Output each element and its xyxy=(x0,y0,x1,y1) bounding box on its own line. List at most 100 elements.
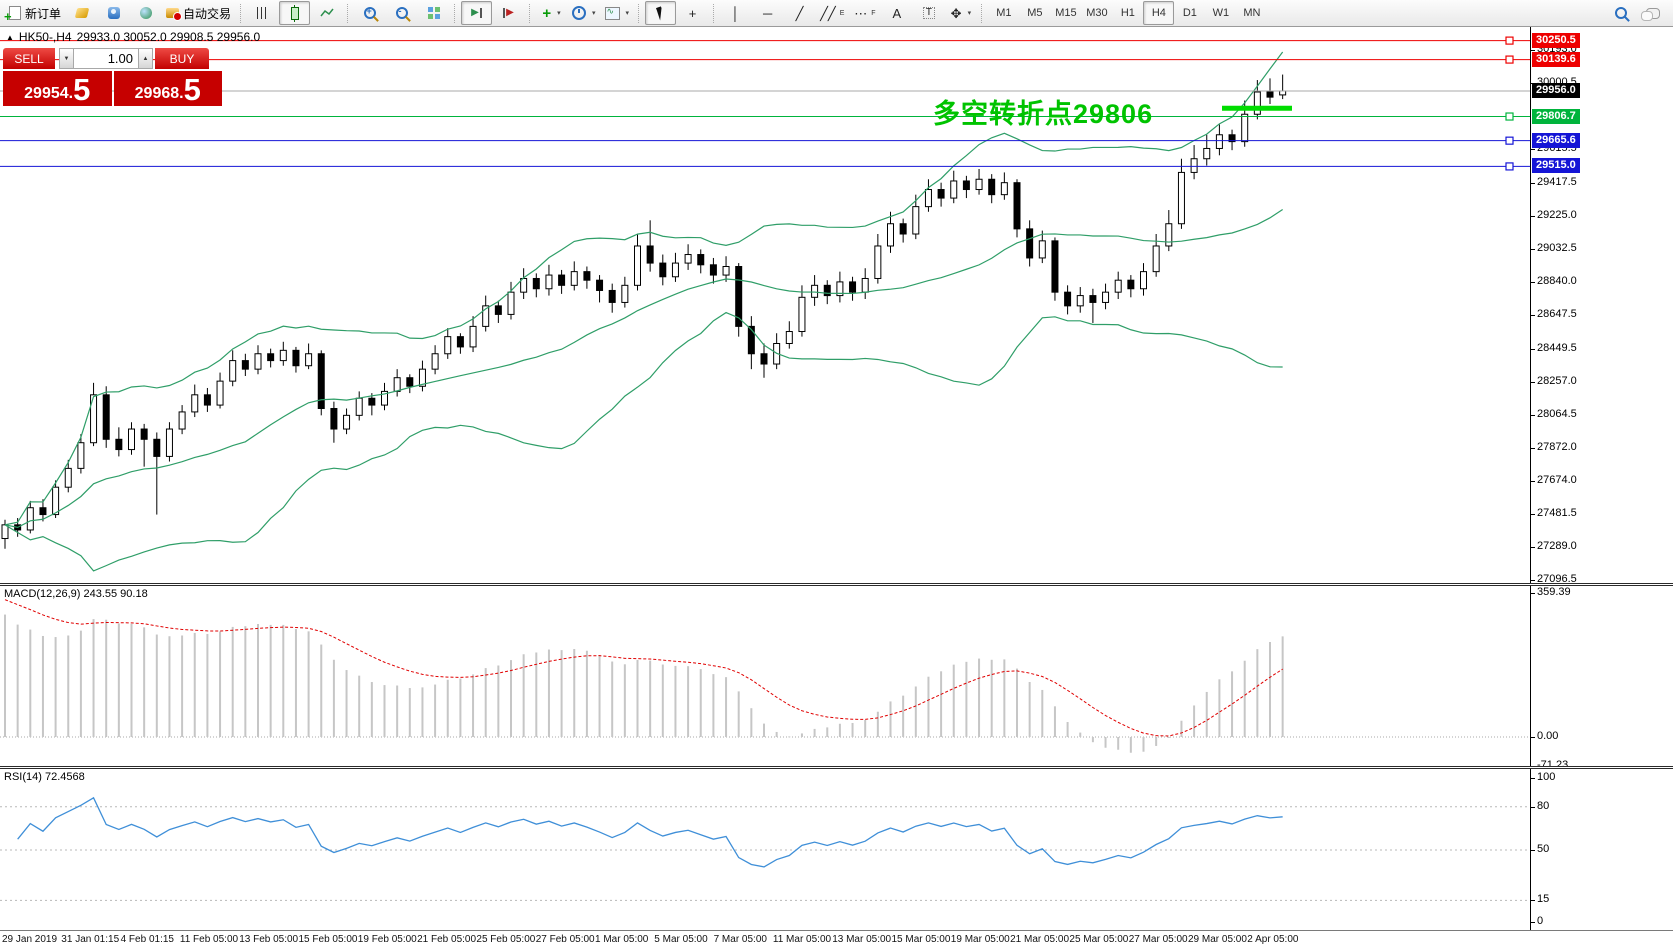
cursor-button[interactable] xyxy=(645,1,677,25)
macd-pane[interactable] xyxy=(0,586,1530,766)
indicators-button[interactable]: + ▾ xyxy=(536,1,567,25)
timeframe-m5[interactable]: M5 xyxy=(1027,7,1043,19)
time-axis-label: 25 Feb 05:00 xyxy=(476,934,536,945)
auto-trading-button[interactable]: 自动交易 xyxy=(162,1,235,25)
profile-button[interactable] xyxy=(66,1,97,25)
buy-price-display[interactable]: 29968. 5 xyxy=(113,71,222,106)
chat-button[interactable] xyxy=(1637,1,1668,25)
volume-decrease-button[interactable]: ▼ xyxy=(59,48,74,69)
community-icon xyxy=(107,7,120,19)
timeframe-d1[interactable]: D1 xyxy=(1182,7,1197,19)
zoom-in-icon: + xyxy=(363,7,376,19)
channel-sub-label: E xyxy=(839,9,845,17)
rsi-axis-label: 0 xyxy=(1530,915,1544,927)
timeframe-w1[interactable]: W1 xyxy=(1212,7,1230,19)
trendline-button[interactable]: ╱ xyxy=(784,1,815,25)
time-axis: 29 Jan 2019 31 Jan 01:15 4 Feb 01:15 11 Feb… xyxy=(0,930,1673,947)
channel-icon: ╱╱ xyxy=(820,5,836,21)
macd-axis-label: 0.00 xyxy=(1530,730,1559,742)
timeframe-h4[interactable]: H4 xyxy=(1143,1,1175,25)
metaquotes-button[interactable] xyxy=(130,1,161,25)
price-tick-label: 28840.0 xyxy=(1531,274,1577,287)
chart-collapse-icon[interactable]: ▲ xyxy=(6,32,14,42)
new-order-label: 新订单 xyxy=(25,6,62,21)
rsi-label: RSI(14) 72.4568 xyxy=(4,771,85,783)
bar-chart-button[interactable] xyxy=(247,1,278,25)
vertical-line-button[interactable]: │ xyxy=(720,1,751,25)
price-tick-label: 28647.5 xyxy=(1531,307,1577,320)
price-chart-pane[interactable] xyxy=(0,27,1530,584)
tile-windows-button[interactable] xyxy=(418,1,449,25)
label-tool-button[interactable]: T xyxy=(913,1,944,25)
timeframe-h1[interactable]: H1 xyxy=(1120,7,1135,19)
fibonacci-icon: ⋯ xyxy=(854,5,868,21)
buy-button[interactable]: BUY xyxy=(155,48,209,69)
cursor-icon xyxy=(656,6,665,20)
text-tool-icon: A xyxy=(892,5,902,21)
time-axis-label: 1 Mar 05:00 xyxy=(595,934,649,945)
time-axis-label: 19 Feb 05:00 xyxy=(357,934,417,945)
chevron-down-icon: ▾ xyxy=(557,10,561,17)
volume-input[interactable]: 1.00 xyxy=(74,48,138,69)
vertical-line-icon: │ xyxy=(731,5,740,21)
zoom-out-icon: - xyxy=(395,7,408,19)
chart-title: ▲ HK50-,H4 29933.0 30052.0 29908.5 29956… xyxy=(6,30,260,44)
price-tick-label: 27481.5 xyxy=(1531,507,1577,520)
chart-shift-button[interactable]: ▶ xyxy=(493,1,524,25)
zoom-out-button[interactable]: - xyxy=(386,1,417,25)
timeframe-mn[interactable]: MN xyxy=(1243,7,1261,19)
tile-windows-icon xyxy=(427,7,440,19)
macd-label: MACD(12,26,9) 243.55 90.18 xyxy=(4,588,148,600)
sell-price-display[interactable]: 29954. 5 xyxy=(3,71,112,106)
new-order-button[interactable]: 新订单 xyxy=(4,1,65,25)
sell-price-main: 29954. xyxy=(24,85,74,103)
rsi-axis-label: 80 xyxy=(1530,799,1550,812)
search-button[interactable] xyxy=(1605,1,1636,25)
toolbar: 新订单 自动交易 + - ▶ ▶ +▾ ▾ ▾ + │ ─ ╱ ╱╱E ⋯F A… xyxy=(0,0,1673,27)
time-axis-label: 21 Mar 05:00 xyxy=(1010,934,1070,945)
sell-price-big-digit: 5 xyxy=(73,72,91,108)
price-tick-label: 29032.5 xyxy=(1531,241,1577,254)
community-button[interactable] xyxy=(98,1,129,25)
bar-chart-icon xyxy=(257,7,269,19)
sell-button[interactable]: SELL xyxy=(3,48,55,69)
pane-separator[interactable] xyxy=(0,766,1673,769)
toolbar-separator xyxy=(454,3,456,23)
line-chart-button[interactable] xyxy=(311,1,342,25)
toolbar-separator xyxy=(240,3,242,23)
text-tool-button[interactable]: A xyxy=(881,1,912,25)
price-tick-label: 28449.5 xyxy=(1531,341,1577,354)
timeframe-group: M1 M5 M15 M30 H1 H4 D1 W1 MN xyxy=(988,1,1267,25)
toolbar-separator xyxy=(347,3,349,23)
zoom-in-button[interactable]: + xyxy=(354,1,385,25)
horizontal-line-button[interactable]: ─ xyxy=(752,1,783,25)
time-axis-label: 13 Mar 05:00 xyxy=(832,934,892,945)
periods-button[interactable]: ▾ xyxy=(568,1,600,25)
auto-scroll-button[interactable]: ▶ xyxy=(461,1,493,25)
crosshair-button[interactable]: + xyxy=(677,1,708,25)
chevron-down-icon: ▾ xyxy=(967,10,972,17)
toolbar-separator xyxy=(713,3,715,23)
timeframe-m30[interactable]: M30 xyxy=(1086,7,1108,19)
time-axis-label: 15 Feb 05:00 xyxy=(298,934,358,945)
time-axis-label: 2 Apr 05:00 xyxy=(1247,934,1299,945)
price-tick-label: 29225.0 xyxy=(1531,209,1577,222)
fibonacci-button[interactable]: ⋯ F xyxy=(849,1,880,25)
add-indicator-icon: + xyxy=(542,4,552,22)
annotation-text[interactable]: 多空转折点29806 xyxy=(933,99,1154,129)
search-icon xyxy=(1614,7,1627,19)
time-axis-label: 11 Mar 05:00 xyxy=(772,934,832,945)
volume-increase-button[interactable]: ▲ xyxy=(138,48,153,69)
templates-button[interactable]: ▾ xyxy=(601,1,634,25)
pane-separator[interactable] xyxy=(0,583,1673,586)
timeframe-m15[interactable]: M15 xyxy=(1055,7,1077,19)
current-price-badge: 29956.0 xyxy=(1532,82,1580,98)
line-chart-icon xyxy=(319,8,334,17)
time-axis-label: 15 Mar 05:00 xyxy=(891,934,951,945)
timeframe-m1[interactable]: M1 xyxy=(996,7,1012,19)
rsi-pane[interactable] xyxy=(0,769,1530,930)
time-axis-label: 27 Mar 05:00 xyxy=(1128,934,1188,945)
candlestick-chart-button[interactable] xyxy=(279,1,311,25)
arrows-tool-button[interactable]: ✥ ▾ xyxy=(945,1,976,25)
equidistant-channel-button[interactable]: ╱╱ E xyxy=(816,1,848,25)
